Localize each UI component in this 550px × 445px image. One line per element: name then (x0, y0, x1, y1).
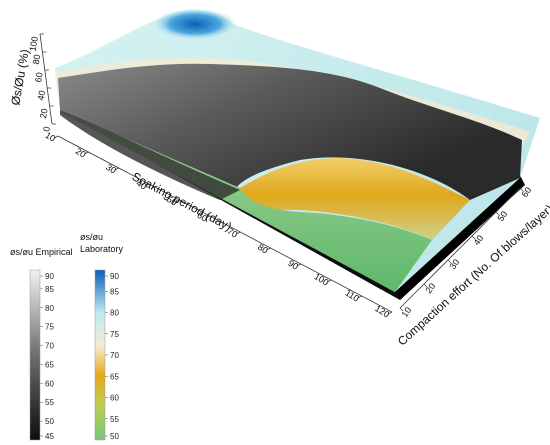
colorbar-tick-label: 55 (110, 415, 119, 424)
y-tick-label: 60 (519, 185, 533, 199)
z-tick-label: 20 (38, 108, 50, 120)
x-tick-mark (266, 247, 271, 251)
colorbar-tick-label: 90 (45, 272, 54, 281)
surface-plot (55, 8, 540, 300)
colorbar-tick-label: 75 (45, 323, 54, 332)
x-axis-line (57, 135, 393, 313)
laboratory-colorbar: øs/øu Laboratory 90 85 80 75 70 65 60 55 50 (80, 232, 124, 441)
colorbar-rect (94, 269, 106, 441)
x-tick-label: 90 (286, 258, 300, 272)
x-tick-mark (236, 231, 241, 235)
y-tick-mark (495, 211, 500, 216)
x-tick-label: 60 (195, 210, 209, 224)
x-tick-mark (144, 183, 150, 187)
z-axis-title: Øs/Øu (%) (8, 48, 32, 106)
y-tick-mark (447, 259, 452, 264)
laboratory-yellow-patch (240, 158, 470, 240)
x-tick-mark (327, 279, 332, 283)
colorbar-tick-label: 50 (45, 417, 54, 426)
empirical-surface (58, 63, 522, 200)
y-tick-mark (519, 187, 524, 192)
x-tick-mark (357, 295, 362, 299)
colorbar-tick-label: 80 (110, 309, 119, 318)
x-tick-label: 70 (226, 226, 240, 240)
colorbar-tick-label: 90 (110, 272, 119, 281)
colorbar-tick-label: 85 (110, 287, 119, 296)
colorbar-tick-label: 55 (45, 398, 54, 407)
z-tick-label: 0 (41, 126, 52, 133)
z-tick-label: 60 (33, 72, 45, 84)
colorbar-tick-label: 50 (110, 432, 119, 441)
colorbar-tick-label: 80 (45, 304, 54, 313)
y-tick-mark (399, 307, 404, 312)
x-tick-label: 40 (135, 178, 149, 192)
x-tick-mark (175, 199, 180, 203)
colorbar-tick-label: 70 (45, 342, 54, 351)
y-tick-label: 30 (447, 257, 461, 271)
empirical-colorbar: øs/øu Empirical 90 85 80 75 70 65 60 55 50 45 (10, 247, 73, 441)
z-tick-label: 100 (28, 36, 40, 53)
x-tick-label: 110 (343, 288, 360, 304)
colorbar-tick-label: 60 (110, 394, 119, 403)
y-axis-line (399, 187, 521, 309)
x-tick-label: 120 (373, 303, 391, 319)
colorbar-tick-label: 65 (110, 372, 119, 381)
empirical-front-fold (60, 110, 240, 200)
colorbar-title: Laboratory (80, 244, 124, 254)
laboratory-peak (153, 8, 237, 40)
y-tick-label: 50 (495, 209, 509, 223)
x-tick-mark (205, 215, 210, 219)
colorbar-tick-label: 65 (45, 360, 54, 369)
y-tick-label: 10 (399, 305, 413, 319)
x-tick-label: 30 (104, 162, 118, 176)
colorbar-title: øs/øu Empirical (10, 247, 73, 257)
z-tick-label: 80 (31, 54, 43, 66)
colorbar-tick-label: 60 (45, 379, 54, 388)
x-tick-mark (84, 151, 89, 155)
x-tick-label: 80 (256, 242, 270, 256)
colorbars: øs/øu Empirical90858075706560555045øs/øu… (10, 232, 124, 441)
y-tick-label: 20 (423, 281, 437, 295)
z-axis-line (39, 33, 53, 125)
x-tick-mark (114, 167, 119, 171)
y-tick-label: 40 (471, 233, 485, 247)
x-tick-label: 50 (165, 194, 179, 208)
x-tick-mark (296, 263, 302, 267)
y-tick-mark (423, 283, 428, 288)
colorbar-title: øs/øu (80, 232, 103, 242)
x-tick-mark (387, 311, 393, 315)
x-tick-mark (53, 135, 59, 139)
colorbar-tick-label: 70 (110, 351, 119, 360)
colorbar-tick-label: 85 (45, 285, 54, 294)
colorbar-tick-label: 75 (110, 330, 119, 339)
x-tick-label: 20 (74, 146, 88, 160)
colorbar-rect (29, 269, 41, 441)
x-tick-label: 10 (43, 130, 57, 144)
colorbar-tick-label: 45 (45, 432, 54, 441)
surface-front-edge (395, 178, 522, 300)
z-tick-label: 40 (36, 90, 48, 102)
y-tick-mark (471, 235, 476, 240)
x-tick-label: 100 (312, 271, 330, 287)
